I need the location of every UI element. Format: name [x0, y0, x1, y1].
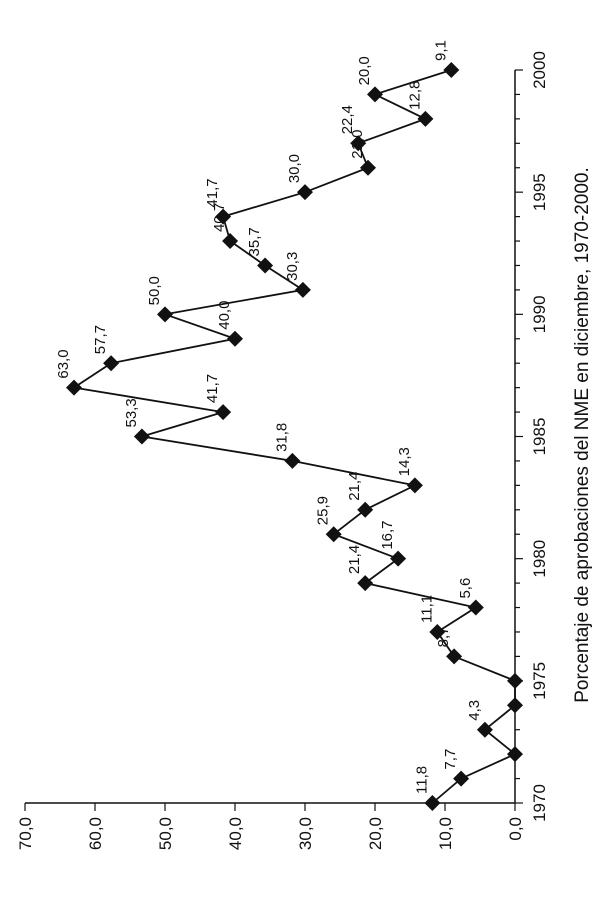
data-label: 14,3: [396, 447, 413, 476]
data-label: 8,7: [435, 627, 452, 648]
chart-title: Porcentaje de aprobaciones del NME en di…: [572, 167, 593, 703]
value-tick-label: 10,0: [436, 817, 455, 850]
chart-data-labels: 11,8 7,7 4,3 8,711,1 5,6 21,4 16,7 25,9 21,4 14,3…: [55, 40, 483, 794]
data-label: 25,9: [315, 496, 332, 525]
data-label: 41,7: [204, 178, 221, 207]
data-label: 40,0: [216, 301, 233, 330]
data-label: 40,7: [211, 203, 228, 232]
data-point-marker: [133, 428, 150, 445]
data-point-marker: [257, 257, 274, 274]
data-point-marker: [227, 330, 243, 347]
data-label: 12,8: [406, 81, 423, 110]
year-tick-label: 1975: [530, 662, 549, 700]
data-point-marker: [453, 770, 470, 787]
data-point-marker: [157, 306, 173, 323]
data-label: 21,4: [346, 472, 363, 501]
data-point-marker: [446, 648, 463, 665]
data-label: 5,6: [457, 578, 474, 599]
data-label: 30,0: [286, 154, 303, 183]
data-label: 11,1: [418, 595, 435, 623]
year-tick-label: 1970: [530, 784, 549, 822]
data-label: 21,4: [346, 545, 363, 574]
value-tick-label: 30,0: [296, 817, 315, 850]
data-label: 11,8: [413, 766, 430, 794]
data-point-marker: [66, 379, 82, 396]
value-tick-label: 20,0: [366, 817, 385, 850]
data-point-marker: [507, 697, 523, 714]
data-point-marker: [222, 233, 239, 250]
data-label: 53,3: [123, 398, 140, 427]
data-point-marker: [357, 501, 374, 518]
value-tick-label: 60,0: [86, 817, 105, 850]
year-tick-label: 2000: [530, 51, 549, 89]
data-point-marker: [350, 135, 367, 152]
data-point-marker: [357, 575, 374, 592]
data-point-marker: [443, 62, 460, 78]
data-point-marker: [406, 477, 423, 494]
data-point-marker: [507, 672, 523, 689]
data-point-marker: [284, 452, 301, 469]
data-point-marker: [424, 795, 441, 811]
data-point-marker: [297, 184, 313, 201]
data-label: 41,7: [204, 374, 221, 403]
data-label: 35,7: [246, 227, 263, 256]
data-point-marker: [417, 110, 434, 127]
value-tick-label: 0,0: [506, 817, 525, 841]
year-tick-label: 1980: [530, 540, 549, 578]
chart-series: [66, 62, 523, 811]
data-label: 21,0: [349, 130, 366, 159]
year-tick-label: 1985: [530, 418, 549, 456]
data-label: 57,7: [92, 325, 109, 354]
data-label: 50,0: [146, 276, 163, 305]
value-tick-label: 70,0: [16, 817, 35, 850]
data-point-marker: [476, 721, 493, 738]
data-point-marker: [215, 208, 232, 225]
data-point-marker: [429, 623, 446, 640]
data-point-marker: [360, 159, 376, 176]
data-label: 22,4: [339, 105, 356, 134]
data-point-marker: [215, 404, 232, 421]
value-tick-label: 50,0: [156, 817, 175, 850]
data-point-marker: [367, 86, 383, 103]
data-label: 4,3: [466, 700, 483, 721]
chart-axes: 1970 1975 1980 1985 1990 1995 2000 0,0 10,0 20,0 3…: [16, 51, 549, 850]
data-point-marker: [467, 599, 484, 616]
data-label: 31,8: [273, 423, 290, 452]
data-label: 9,1: [432, 40, 449, 61]
data-point-marker: [103, 355, 120, 372]
value-tick-label: 40,0: [226, 817, 245, 850]
data-label: 30,3: [284, 252, 301, 281]
data-label: 7,7: [442, 749, 459, 770]
data-label: 63,0: [55, 349, 72, 378]
data-point-marker: [294, 281, 311, 298]
year-tick-label: 1990: [530, 295, 549, 333]
data-point-marker: [325, 526, 342, 543]
year-tick-label: 1995: [530, 173, 549, 211]
data-label: 16,7: [379, 520, 396, 549]
data-label: 20,0: [356, 56, 373, 85]
data-point-marker: [507, 746, 523, 763]
data-point-marker: [390, 550, 407, 567]
